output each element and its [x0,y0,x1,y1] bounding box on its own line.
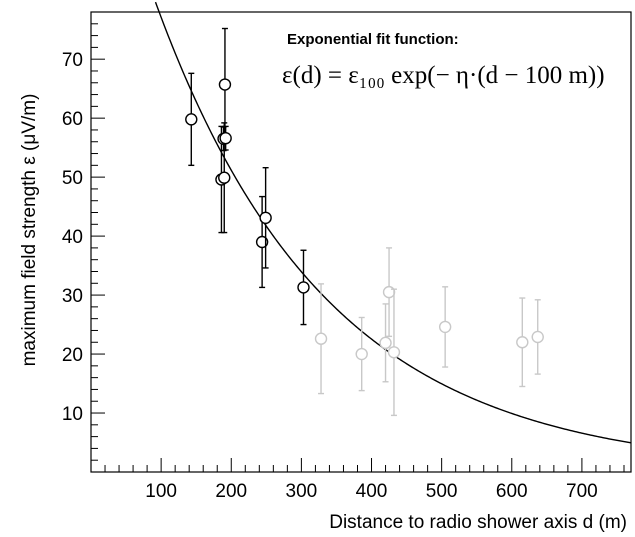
series-gray [314,247,544,417]
data-point [219,132,232,145]
y-tick-label: 60 [62,109,83,130]
x-tick-label: 500 [426,481,458,502]
x-tick-label: 400 [356,481,388,502]
y-tick-label: 30 [62,286,83,307]
y-tick-label: 10 [62,404,83,425]
series-black [185,27,310,326]
x-axis-title: Distance to radio shower axis d (m) [329,512,627,533]
x-tick-label: 100 [145,481,177,502]
data-point [382,285,396,299]
y-tick-label: 40 [62,227,83,248]
data-point [531,330,544,344]
data-point [185,113,198,126]
data-point [387,346,401,359]
data-point [438,320,452,334]
annotation-title: Exponential fit function: [287,31,459,48]
axis-tick-labels: 100 200 300 400 500 600 700 10 20 30 40 50 60 70 [62,50,598,502]
y-tick-label: 70 [62,50,83,71]
y-axis-title: maximum field strength ε (μV/m) [19,94,40,367]
y-tick-label: 20 [62,345,83,366]
x-tick-label: 200 [215,481,247,502]
y-tick-label: 50 [62,168,83,189]
x-tick-label: 600 [496,481,528,502]
axis-ticks [91,11,625,472]
annotation-formula: ε(d) = ε₁₀₀ exp(− η·(d − 100 m)) [282,62,605,89]
x-tick-label: 700 [566,481,598,502]
data-point [218,171,231,184]
data-point [355,347,368,361]
data-point [297,281,310,294]
data-point [516,336,529,349]
plot-frame [90,11,632,473]
data-point [255,235,269,249]
data-point [259,211,272,225]
x-tick-label: 300 [286,481,318,502]
data-point [218,78,232,91]
data-point [314,332,328,345]
data-point [379,336,392,350]
